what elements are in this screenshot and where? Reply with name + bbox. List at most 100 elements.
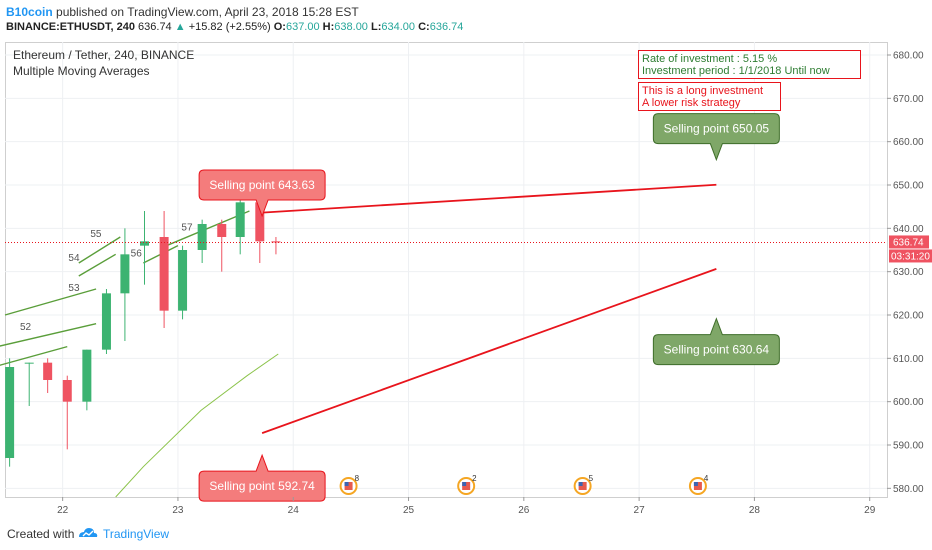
price-tick-label: 630.00: [893, 267, 924, 278]
high-value: 638.00: [334, 21, 368, 33]
note-box: [638, 50, 861, 79]
event-flag-canton: [693, 482, 698, 486]
price-tick-label: 660.00: [893, 137, 924, 148]
price-tick-label: 620.00: [893, 311, 924, 322]
time-tick-label: 28: [749, 505, 761, 516]
callout-text: Selling point 650.05: [664, 122, 770, 136]
moving-average-line: [166, 210, 250, 247]
ma-label: 55: [90, 229, 102, 240]
time-tick-label: 27: [634, 505, 646, 516]
moving-average-line: [115, 353, 279, 498]
callout-box: [198, 453, 326, 502]
published-text: published on TradingView.com, April 23, …: [52, 5, 359, 19]
callout-box: [198, 169, 326, 218]
publication-header: B10coin published on TradingView.com, Ap…: [0, 0, 932, 36]
grid: [5, 42, 887, 497]
change-arrow-icon: ▲: [174, 21, 186, 33]
ma-label: 56: [131, 249, 143, 260]
callouts: Selling point 643.63 Selling point 592.74…: [198, 113, 780, 502]
event-count: 5: [589, 474, 594, 483]
author-link[interactable]: B10coin: [6, 5, 53, 19]
note-line: Rate of investment : 5.15 %: [642, 53, 777, 65]
footer: Created with TradingView: [0, 516, 932, 550]
low-value: 634.00: [381, 21, 416, 33]
low-label: L:: [371, 21, 382, 33]
created-with-text: Created with: [7, 527, 75, 541]
ma-label: 52: [20, 322, 32, 333]
price-tick-label: 640.00: [893, 224, 924, 235]
moving-average-line: [4, 288, 97, 316]
price-tick-label: 670.00: [893, 94, 924, 105]
note-line: A lower risk strategy: [642, 97, 741, 109]
notes: Rate of investment : 5.15 %Investment pe…: [638, 50, 861, 111]
price-axis[interactable]: 580.00 590.00 600.00 610.00 620.00 630.00 640.…: [887, 42, 924, 497]
publication-line: B10coin published on TradingView.com, Ap…: [6, 5, 359, 19]
price-tick-label: 610.00: [893, 354, 924, 365]
close-label: C:: [418, 21, 430, 33]
event-flag-canton: [462, 482, 467, 486]
candle-body: [271, 241, 281, 243]
callout-text: Selling point 592.74: [209, 479, 315, 493]
time-axis[interactable]: 22 23 24 25 26 27 28 29: [57, 497, 876, 516]
candle-body: [178, 250, 188, 311]
trend-line: [262, 183, 717, 214]
events: 8 2 5 4: [339, 474, 709, 495]
change-value: +15.82 (+2.55%): [188, 21, 271, 33]
time-tick-label: 29: [864, 505, 876, 516]
moving-average-line: [0, 345, 68, 366]
candle-body: [24, 362, 34, 364]
price-tick-label: 600.00: [893, 397, 924, 408]
moving-average-line: [0, 322, 97, 347]
price-tick-label: 580.00: [893, 484, 924, 495]
indicator-name: Multiple Moving Averages: [13, 64, 150, 78]
candle-body: [197, 224, 207, 250]
note-line: This is a long investment: [642, 85, 763, 97]
callout-box: [652, 113, 780, 162]
candle-body: [62, 380, 72, 402]
candle-body: [43, 362, 53, 380]
event-count: 4: [704, 474, 709, 483]
open-label: O:: [273, 21, 286, 33]
symbol-label: BINANCE:ETHUSDT, 240: [6, 21, 135, 33]
candle-body: [140, 241, 150, 246]
price-tag-text: 636.74: [893, 237, 924, 248]
note-box: [638, 82, 781, 111]
event-flag-canton: [344, 482, 349, 486]
price-tag: 636.74 03:31:20: [889, 235, 932, 263]
countdown-bg: [889, 249, 932, 263]
moving-average-line: [78, 236, 121, 264]
candle-body: [82, 349, 92, 402]
price-tick-label: 590.00: [893, 441, 924, 452]
candle-body: [255, 202, 265, 242]
time-tick-label: 26: [518, 505, 530, 516]
ma-label: 53: [68, 283, 80, 294]
price-tick-label: 650.00: [893, 181, 924, 192]
callout-text: Selling point 630.64: [664, 343, 770, 357]
tradingview-brand[interactable]: TradingView: [103, 527, 170, 541]
moving-average-line: [78, 253, 117, 277]
event-count: 2: [472, 474, 477, 483]
candle-body: [235, 202, 245, 237]
last-price: 636.74: [138, 21, 172, 33]
ma-label: 57: [181, 223, 193, 234]
open-value: 637.00: [285, 21, 320, 33]
candle-body: [101, 293, 111, 350]
high-label: H:: [322, 21, 335, 33]
time-tick-label: 23: [172, 505, 184, 516]
time-tick-label: 24: [288, 505, 300, 516]
note-line: Investment period : 1/1/2018 Until now: [642, 65, 830, 77]
time-tick-label: 25: [403, 505, 415, 516]
chart-area[interactable]: Ethereum / Tether, 240, BINANCE Multiple…: [0, 36, 932, 516]
candle-body: [5, 367, 15, 458]
tradingview-cloud-icon: [79, 528, 98, 537]
price-chart[interactable]: Ethereum / Tether, 240, BINANCE Multiple…: [0, 36, 932, 516]
price-tick-label: 680.00: [893, 51, 924, 62]
price-tag-bg: [889, 235, 929, 249]
callout-box: [652, 317, 780, 366]
event-flag-canton: [578, 482, 583, 486]
candle-body: [217, 224, 227, 237]
close-value: 636.74: [429, 21, 464, 33]
candle-body: [120, 254, 130, 294]
ma-label: 54: [68, 253, 80, 264]
time-tick-label: 22: [57, 505, 69, 516]
